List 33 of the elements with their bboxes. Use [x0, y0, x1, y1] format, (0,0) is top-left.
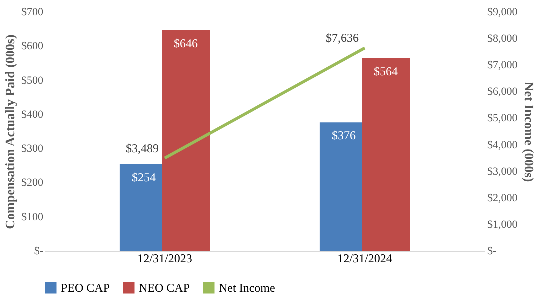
y2-tick-label: $4,000 [488, 139, 518, 152]
legend-label: NEO CAP [139, 281, 190, 295]
data-label: $3,489 [126, 141, 159, 156]
y-tick-label: $300 [22, 143, 44, 156]
y2-tick-label: $2,000 [488, 192, 518, 204]
y2-tick-label: $9,000 [488, 6, 518, 18]
x-tick-label: 12/31/2023 [138, 252, 192, 266]
y2-tick-label: $- [488, 246, 497, 258]
y2-tick-label: $8,000 [488, 33, 518, 46]
legend-label: Net Income [219, 281, 276, 295]
y2-axis-title: Net Income (000s) [522, 82, 537, 182]
y-tick-label: $- [34, 246, 44, 258]
y-tick-label: $700 [22, 6, 44, 18]
y-tick-label: $400 [22, 108, 44, 121]
y2-tick-label: $1,000 [488, 218, 518, 231]
y-tick-label: $600 [22, 40, 44, 53]
y-tick-label: $200 [22, 177, 44, 190]
bar [362, 58, 410, 251]
y-axis-title: Compensation Actually Paid (000s) [2, 34, 18, 230]
bar [162, 30, 210, 251]
data-label: $7,636 [326, 31, 359, 46]
data-label: $376 [332, 128, 356, 143]
y-tick-label: $100 [22, 211, 44, 224]
y-tick-label: $500 [22, 74, 44, 87]
y2-tick-label: $3,000 [488, 166, 518, 178]
x-tick-label: 12/31/2024 [338, 252, 392, 266]
y2-tick-label: $5,000 [488, 112, 518, 125]
data-label: $254 [132, 170, 156, 184]
y2-tick-label: $6,000 [488, 86, 518, 98]
data-label: $564 [374, 64, 398, 78]
legend-label: PEO CAP [61, 281, 110, 295]
y2-tick-label: $7,000 [488, 60, 518, 72]
data-label: $646 [174, 36, 198, 50]
